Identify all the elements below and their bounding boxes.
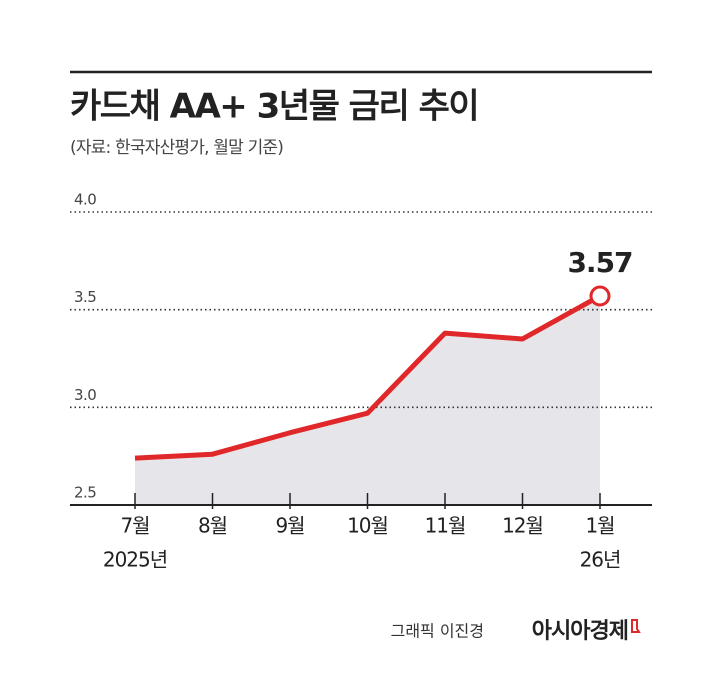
x-tick-label: 8월 (198, 514, 227, 538)
line (134, 293, 602, 461)
y-tick-label: 3.5 (74, 288, 96, 306)
x-tick-label: 11월 (425, 514, 466, 538)
chart-subtitle: (자료: 한국자산평가, 월말 기준) (70, 138, 283, 158)
x-tick-label: 7월 (120, 514, 149, 538)
x-tick-label: 12월 (502, 514, 543, 538)
x-tick-label: 9월 (275, 514, 304, 538)
value-label: 3.57 (567, 246, 632, 279)
x-tick-label: 1월 (585, 514, 614, 538)
credit: 그래픽 이진경 (391, 622, 484, 641)
chart-title: 카드채 AA+ 3년물 금리 추이 (70, 87, 478, 127)
y-tick-label: 4.0 (74, 191, 96, 209)
logo: 아시아경제 (532, 619, 628, 644)
logo-icon (631, 619, 641, 633)
x-tick-label: 10월 (347, 514, 388, 538)
y-tick-label: 3.0 (74, 386, 96, 404)
area (135, 295, 600, 505)
end-point (589, 285, 611, 307)
y-tick-label: 2.5 (74, 484, 96, 502)
x-year-label: 26년 (580, 548, 621, 572)
x-year-label: 2025년 (103, 548, 167, 572)
